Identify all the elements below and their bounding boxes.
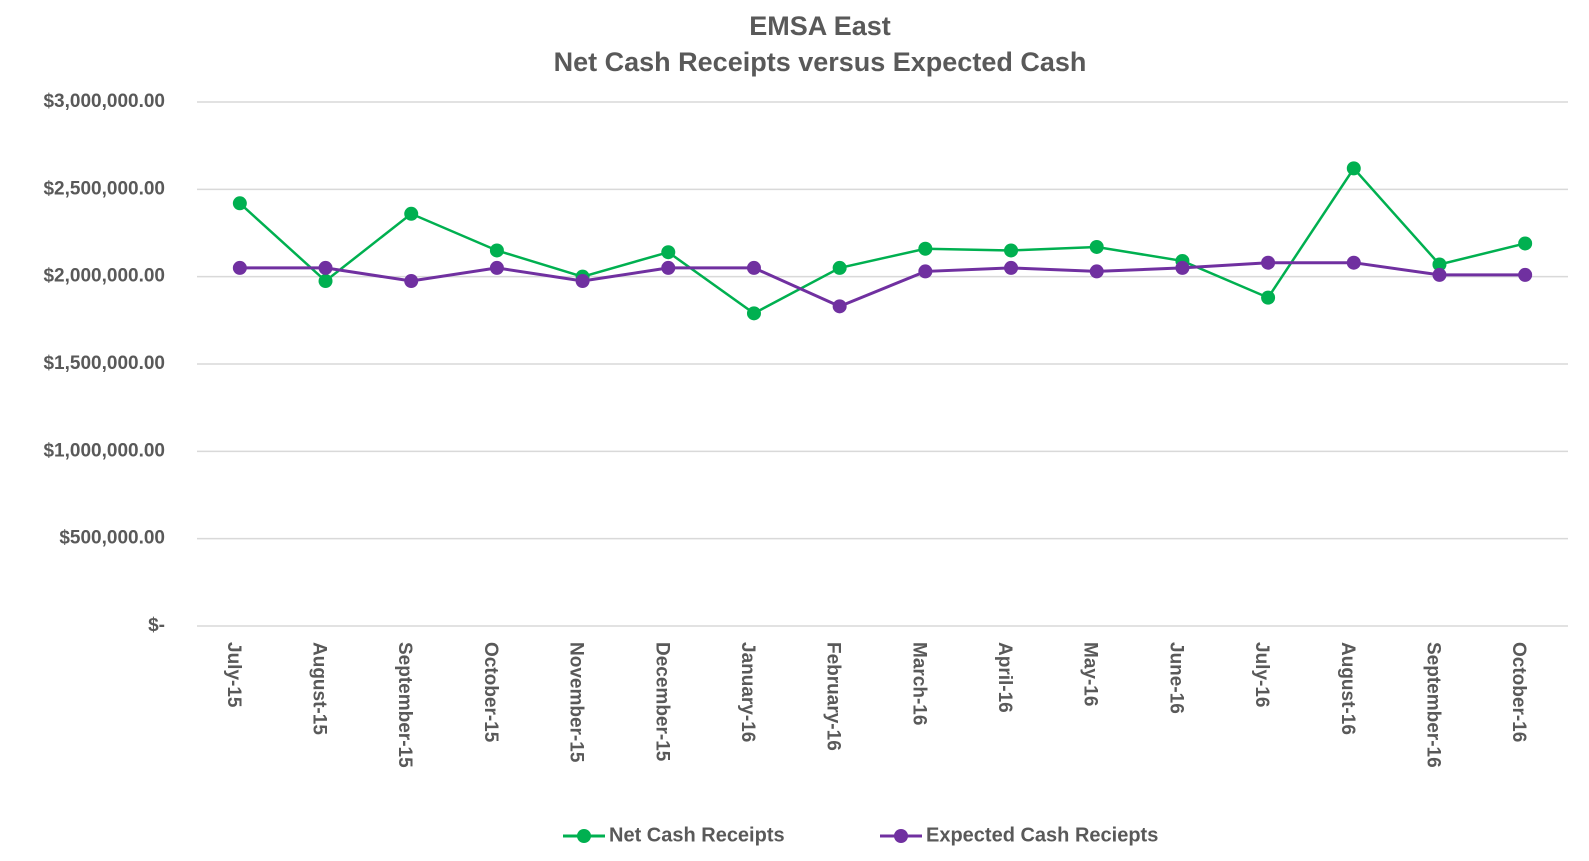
x-tick-label: April-16 (994, 642, 1015, 713)
point (404, 206, 419, 221)
legend-marker (577, 829, 591, 843)
x-tick-label: March-16 (908, 642, 929, 725)
point (1432, 257, 1447, 272)
chart-subtitle: Net Cash Receipts versus Expected Cash (554, 47, 1087, 77)
point (661, 260, 676, 275)
point (404, 274, 419, 289)
point (1518, 267, 1533, 282)
x-tick-label: February-16 (823, 642, 844, 751)
point (1346, 255, 1361, 270)
x-tick-label: October-16 (1508, 642, 1529, 742)
point (746, 260, 761, 275)
legend-marker (894, 829, 908, 843)
y-tick-label: $2,500,000.00 (43, 178, 165, 199)
point (1261, 255, 1276, 270)
x-tick-label: July-15 (223, 642, 244, 708)
y-tick-label: $1,000,000.00 (43, 440, 165, 461)
y-tick-label: $500,000.00 (59, 528, 165, 549)
x-tick-label: August-16 (1337, 642, 1358, 735)
point (1346, 161, 1361, 176)
point (832, 260, 847, 275)
x-tick-label: January-16 (737, 642, 758, 742)
point (746, 306, 761, 321)
x-tick-label: November-15 (566, 642, 587, 763)
point (232, 196, 247, 211)
point (1518, 236, 1533, 251)
x-tick-label: September-15 (394, 642, 415, 768)
x-tick-label: September-16 (1422, 642, 1443, 768)
point (918, 241, 933, 256)
point (1004, 260, 1019, 275)
point (661, 245, 676, 260)
point (232, 260, 247, 275)
point (832, 299, 847, 314)
point (1004, 243, 1019, 258)
point (489, 260, 504, 275)
chart-title: EMSA East (749, 11, 891, 41)
point (318, 274, 333, 289)
x-tick-label: August-15 (309, 642, 330, 735)
point (1175, 260, 1190, 275)
point (575, 274, 590, 289)
y-tick-label: $2,000,000.00 (43, 266, 165, 287)
x-tick-label: June-16 (1165, 642, 1186, 714)
x-tick-label: December-15 (651, 642, 672, 762)
y-tick-label: $- (148, 615, 165, 636)
x-tick-label: May-16 (1080, 642, 1101, 706)
point (1089, 264, 1104, 279)
x-tick-label: October-15 (480, 642, 501, 743)
y-tick-label: $3,000,000.00 (43, 91, 165, 112)
y-tick-label: $1,500,000.00 (43, 353, 165, 374)
point (318, 260, 333, 275)
point (489, 243, 504, 258)
point (918, 264, 933, 279)
x-tick-label: July-16 (1251, 642, 1272, 707)
series-line (239, 166, 1526, 315)
point (1261, 290, 1276, 305)
legend-label: Expected Cash Reciepts (926, 824, 1158, 846)
point (1432, 267, 1447, 282)
point (1089, 239, 1104, 254)
series-line (239, 261, 1526, 308)
legend-label: Net Cash Receipts (609, 824, 785, 846)
